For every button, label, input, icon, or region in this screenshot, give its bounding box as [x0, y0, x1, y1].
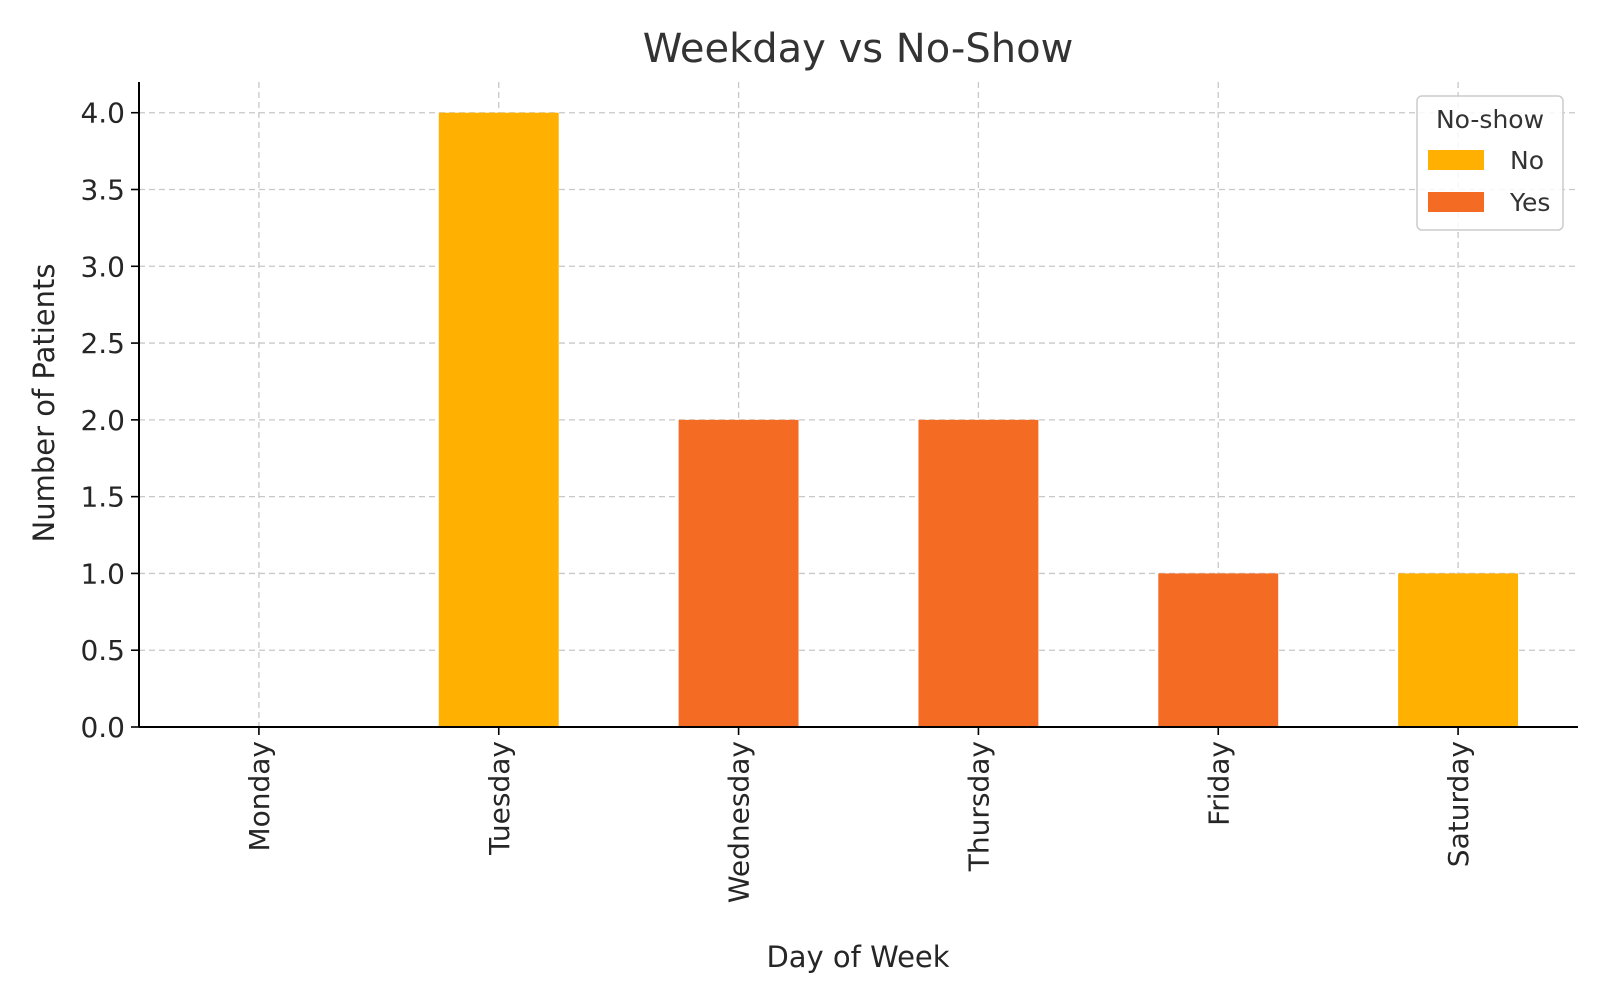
y-tick-label: 1.5 — [80, 481, 125, 514]
y-tick-label: 1.0 — [80, 557, 125, 590]
x-axis-label: Day of Week — [766, 940, 949, 974]
y-tick-label: 2.0 — [80, 404, 125, 437]
y-tick-label: 3.0 — [80, 250, 125, 283]
grid — [139, 82, 1578, 728]
y-tick-label: 2.5 — [80, 327, 125, 360]
y-axis-label: Number of Patients — [27, 264, 61, 543]
x-tick-label: Monday — [243, 741, 276, 852]
legend-swatch-no — [1428, 150, 1484, 170]
y-tick-label: 0.0 — [80, 711, 125, 744]
bar-tuesday-no — [438, 112, 559, 727]
x-tick-label: Wednesday — [723, 741, 756, 903]
legend-items: No Yes — [1428, 146, 1550, 217]
legend-label-yes: Yes — [1509, 188, 1550, 217]
axes — [138, 82, 1578, 728]
bar-thursday-yes — [918, 419, 1039, 727]
x-tick-label: Saturday — [1442, 741, 1475, 867]
bars — [438, 112, 1519, 727]
x-tick-label: Thursday — [962, 741, 995, 872]
x-tick-label: Friday — [1202, 741, 1235, 826]
bar-saturday-no — [1398, 573, 1519, 727]
ticks: 0.0 0.5 1.0 1.5 2.0 2.5 3.0 3.5 4.0 Monday Tuesday… — [80, 97, 1475, 903]
x-tick-label: Tuesday — [483, 741, 516, 856]
y-tick-label: 4.0 — [80, 97, 125, 130]
legend-label-no: No — [1510, 146, 1544, 175]
chart-title: Weekday vs No-Show — [643, 26, 1074, 72]
bar-wednesday-yes — [678, 419, 799, 727]
bar-friday-yes — [1158, 573, 1279, 727]
legend-swatch-yes — [1428, 192, 1484, 212]
y-tick-label: 0.5 — [80, 634, 125, 667]
legend-title: No-show — [1436, 105, 1544, 134]
legend: No-show No Yes — [1416, 95, 1564, 231]
y-tick-label: 3.5 — [80, 174, 125, 207]
